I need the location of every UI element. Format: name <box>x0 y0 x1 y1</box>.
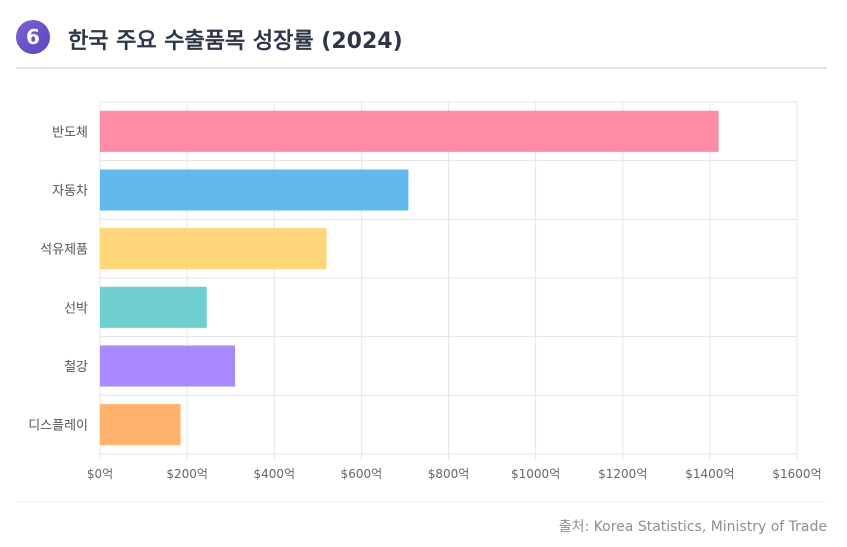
category-label: 석유제품 <box>40 243 88 258</box>
category-label: 디스플레이 <box>28 419 88 434</box>
bar[interactable] <box>100 404 181 446</box>
header-divider <box>16 67 827 69</box>
x-tick-label: $400억 <box>253 467 295 481</box>
x-tick-label: $600억 <box>341 467 383 481</box>
grid-layer <box>99 101 798 460</box>
x-tick-label: $800억 <box>428 467 470 481</box>
chart-title: 한국 주요 수출품목 성장률 (2024) <box>68 29 403 54</box>
footer-divider <box>16 501 827 502</box>
chart-number-badge: 6 <box>16 20 50 54</box>
bar-chart: $0억 $200억 $400억 $600억 $800억 $1000억 $1200억 $1400… <box>28 101 822 481</box>
bar[interactable] <box>100 110 719 152</box>
x-tick-label: $200억 <box>166 467 208 481</box>
chart-header: 6 한국 주요 수출품목 성장률 (2024) <box>16 20 827 60</box>
bar[interactable] <box>100 345 236 387</box>
category-label: 반도체 <box>52 125 88 140</box>
bar[interactable] <box>100 286 207 328</box>
x-tick-label: $1000억 <box>511 467 560 481</box>
bar[interactable] <box>100 228 327 270</box>
category-label: 철강 <box>64 360 88 375</box>
bar-layer <box>100 110 719 446</box>
category-label: 선박 <box>64 301 88 316</box>
source-note: 출처: Korea Statistics, Ministry of Trade <box>558 519 827 535</box>
x-tick-label: $1200억 <box>598 467 647 481</box>
x-tick-label: $0억 <box>87 467 113 481</box>
x-tick-label: $1400억 <box>685 467 734 481</box>
x-tick-label: $1600억 <box>772 467 821 481</box>
bar[interactable] <box>100 169 409 211</box>
category-label: 자동차 <box>52 184 88 199</box>
label-layer: $0억 $200억 $400억 $600억 $800억 $1000억 $1200억 $1400… <box>28 125 821 481</box>
chart-area: $0억 $200억 $400억 $600억 $800억 $1000억 $1200억 $1400… <box>0 90 847 490</box>
